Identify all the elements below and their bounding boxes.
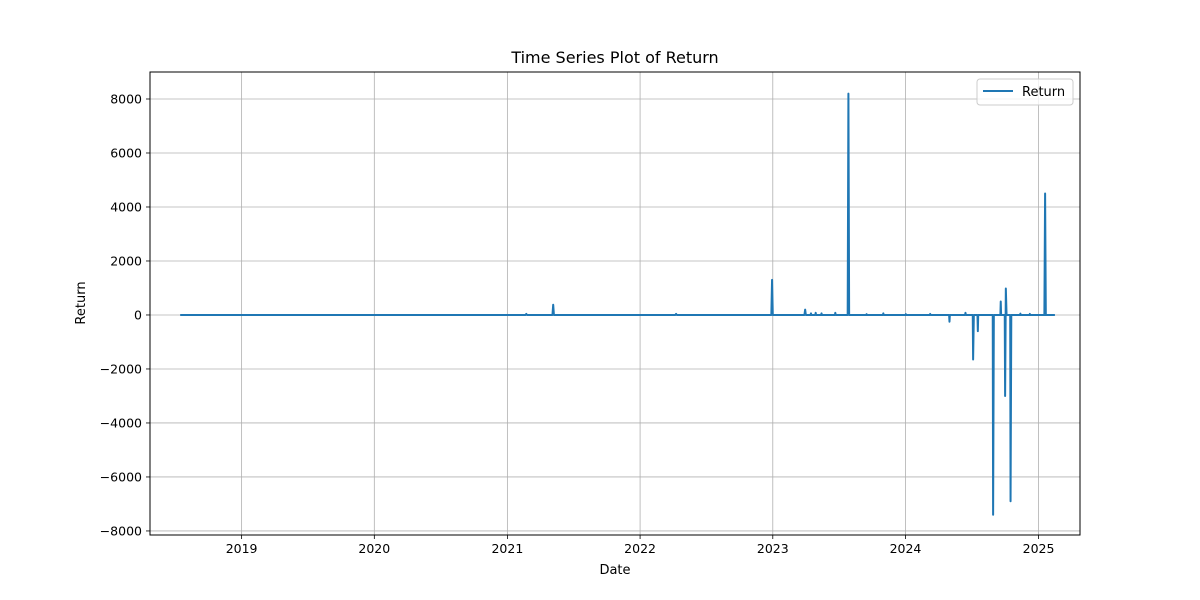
series-line-return bbox=[180, 92, 1055, 516]
x-axis-label: Date bbox=[599, 563, 630, 578]
y-tick-label: 8000 bbox=[110, 91, 142, 106]
x-tick-label: 2020 bbox=[358, 541, 390, 556]
chart-title: Time Series Plot of Return bbox=[510, 48, 718, 67]
axis-ticks: 2019 2020 2021 2022 2023 2024 2025 −8000 −6000 −4… bbox=[100, 91, 1055, 556]
y-tick-label: −4000 bbox=[100, 415, 142, 430]
legend-box bbox=[976, 78, 1074, 106]
x-tick-label: 2023 bbox=[757, 541, 789, 556]
legend: Return bbox=[976, 78, 1074, 106]
y-tick-label: 4000 bbox=[110, 199, 142, 214]
y-tick-label: −8000 bbox=[100, 523, 142, 538]
y-axis-label: Return bbox=[74, 281, 89, 324]
grid-lines bbox=[150, 72, 1080, 535]
plot-frame bbox=[149, 71, 1081, 536]
y-tick-label: 2000 bbox=[110, 253, 142, 268]
x-tick-label: 2024 bbox=[890, 541, 922, 556]
legend-label-return: Return bbox=[1022, 85, 1065, 100]
y-tick-label: −2000 bbox=[100, 361, 142, 376]
x-tick-label: 2019 bbox=[226, 541, 258, 556]
x-tick-label: 2025 bbox=[1023, 541, 1055, 556]
x-tick-label: 2022 bbox=[624, 541, 656, 556]
series-layer bbox=[180, 92, 1055, 516]
x-tick-label: 2021 bbox=[491, 541, 523, 556]
y-tick-label: −6000 bbox=[100, 469, 142, 484]
y-tick-label: 6000 bbox=[110, 145, 142, 160]
y-tick-label: 0 bbox=[134, 307, 142, 322]
